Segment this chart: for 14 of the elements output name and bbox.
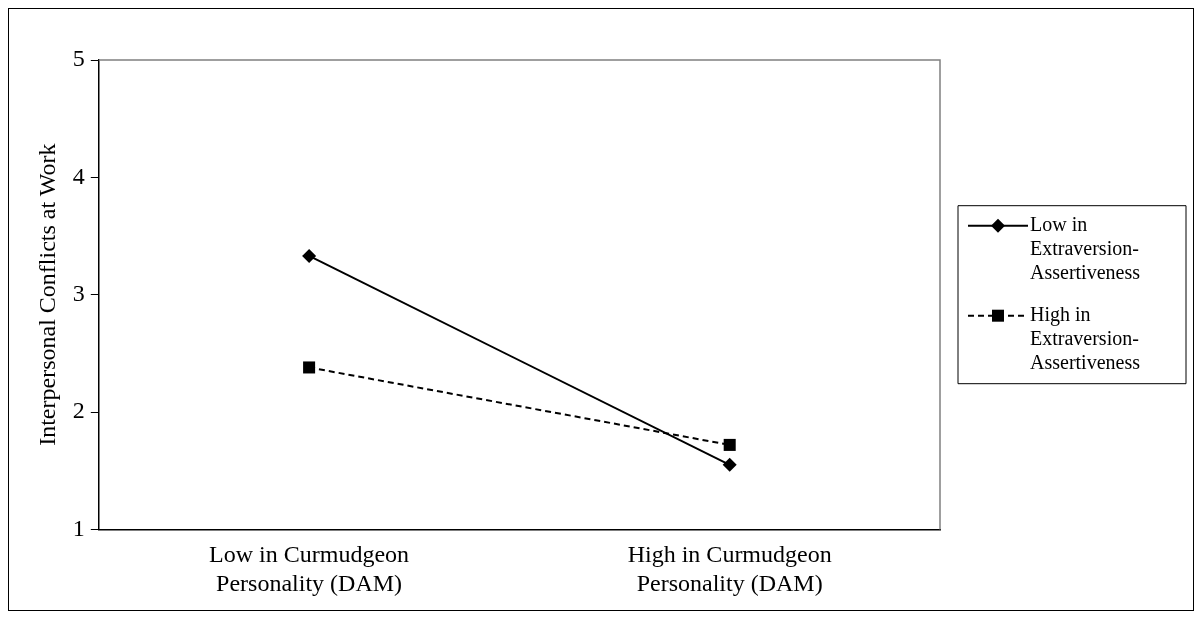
y-tick-label: 1 (72, 514, 85, 541)
y-tick-label: 3 (72, 280, 85, 306)
point (722, 457, 737, 472)
y-axis-title: Interpersonal Conflicts at Work (33, 143, 60, 446)
point (302, 248, 317, 263)
y-tick-label: 2 (72, 397, 85, 424)
y-tick-label: 5 (72, 45, 85, 72)
legend-label: High in Extraversion-Assertiveness (1030, 302, 1141, 373)
point (303, 361, 316, 374)
legend-label: Low in Extraversion-Assertiveness (1030, 212, 1141, 283)
x-tick-label: Low in Curmudgeon Personality (DAM) (209, 541, 410, 596)
y-tick-label: 4 (72, 162, 85, 189)
point (723, 438, 736, 451)
x-tick-label: High in Curmudgeon Personality (DAM) (627, 541, 832, 596)
